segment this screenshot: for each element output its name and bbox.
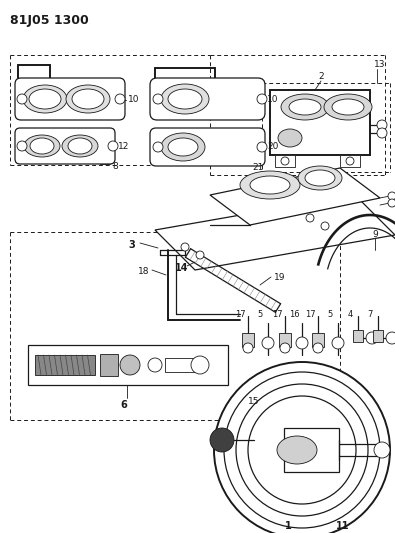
Text: 81J05 1300: 81J05 1300 [10,14,89,27]
Text: 5: 5 [327,310,333,319]
Circle shape [262,337,274,349]
Ellipse shape [278,129,302,147]
Circle shape [257,94,267,104]
Circle shape [214,362,390,533]
Circle shape [388,192,395,200]
Ellipse shape [298,166,342,190]
Bar [270,90,370,155]
Circle shape [108,141,118,151]
Text: 21: 21 [252,163,263,172]
Bar [100,354,118,376]
Ellipse shape [66,85,110,113]
Ellipse shape [332,99,364,115]
Circle shape [115,94,125,104]
Bar [340,155,360,167]
Text: 11: 11 [336,521,350,531]
Ellipse shape [281,94,329,120]
Text: 6: 6 [120,400,127,410]
Text: 5: 5 [258,310,263,319]
Circle shape [120,355,140,375]
Circle shape [346,157,354,165]
Bar [284,428,339,472]
Text: 17: 17 [235,310,245,319]
Ellipse shape [72,89,104,109]
Bar [35,355,95,375]
FancyBboxPatch shape [15,78,125,120]
Circle shape [306,214,314,222]
Text: 19: 19 [274,273,286,282]
Text: 9: 9 [372,230,378,239]
Text: 10: 10 [128,95,139,104]
Circle shape [181,243,189,251]
Text: 14: 14 [175,263,188,273]
Circle shape [321,222,329,230]
Text: 16: 16 [289,310,299,319]
Circle shape [196,251,204,259]
Circle shape [148,358,162,372]
Ellipse shape [29,89,61,109]
Ellipse shape [240,171,300,199]
Ellipse shape [30,138,54,154]
Ellipse shape [161,84,209,114]
Ellipse shape [161,133,205,161]
Text: 13: 13 [374,60,386,69]
Bar [373,330,383,342]
Bar [353,330,363,342]
Circle shape [332,337,344,349]
Circle shape [191,356,209,374]
Bar [242,333,254,347]
Ellipse shape [305,170,335,186]
Ellipse shape [168,138,198,156]
Bar [165,358,195,372]
Text: 7: 7 [367,310,373,319]
Circle shape [153,94,163,104]
Bar [28,345,228,385]
Text: 18: 18 [138,267,149,276]
Ellipse shape [324,94,372,120]
Circle shape [281,157,289,165]
Circle shape [366,332,378,344]
Circle shape [17,94,27,104]
Text: 10: 10 [267,95,278,104]
Bar [275,155,295,167]
Text: 12: 12 [118,142,130,151]
FancyBboxPatch shape [150,128,265,166]
Circle shape [377,120,387,130]
Text: 17: 17 [272,310,282,319]
Circle shape [296,337,308,349]
Ellipse shape [62,135,98,157]
Circle shape [17,141,27,151]
Ellipse shape [24,135,60,157]
Circle shape [386,332,395,344]
Ellipse shape [289,99,321,115]
Ellipse shape [168,89,202,109]
Ellipse shape [250,176,290,194]
Circle shape [280,343,290,353]
Circle shape [388,199,395,207]
Circle shape [243,343,253,353]
Circle shape [257,142,267,152]
Circle shape [374,442,390,458]
Polygon shape [155,195,395,270]
Text: 17: 17 [305,310,315,319]
Bar [279,333,291,347]
Circle shape [377,128,387,138]
Ellipse shape [23,85,67,113]
Circle shape [153,142,163,152]
Text: 4: 4 [347,310,353,319]
Text: 20: 20 [267,142,278,151]
Ellipse shape [277,436,317,464]
FancyBboxPatch shape [15,128,115,164]
Circle shape [210,428,234,452]
Text: 2: 2 [318,72,324,81]
Ellipse shape [68,138,92,154]
Polygon shape [210,168,380,225]
Text: 15: 15 [248,397,260,406]
Text: 8: 8 [112,162,118,171]
Text: 3: 3 [128,240,135,250]
Bar [312,333,324,347]
Circle shape [313,343,323,353]
Text: 1: 1 [285,521,292,531]
FancyBboxPatch shape [150,78,265,120]
